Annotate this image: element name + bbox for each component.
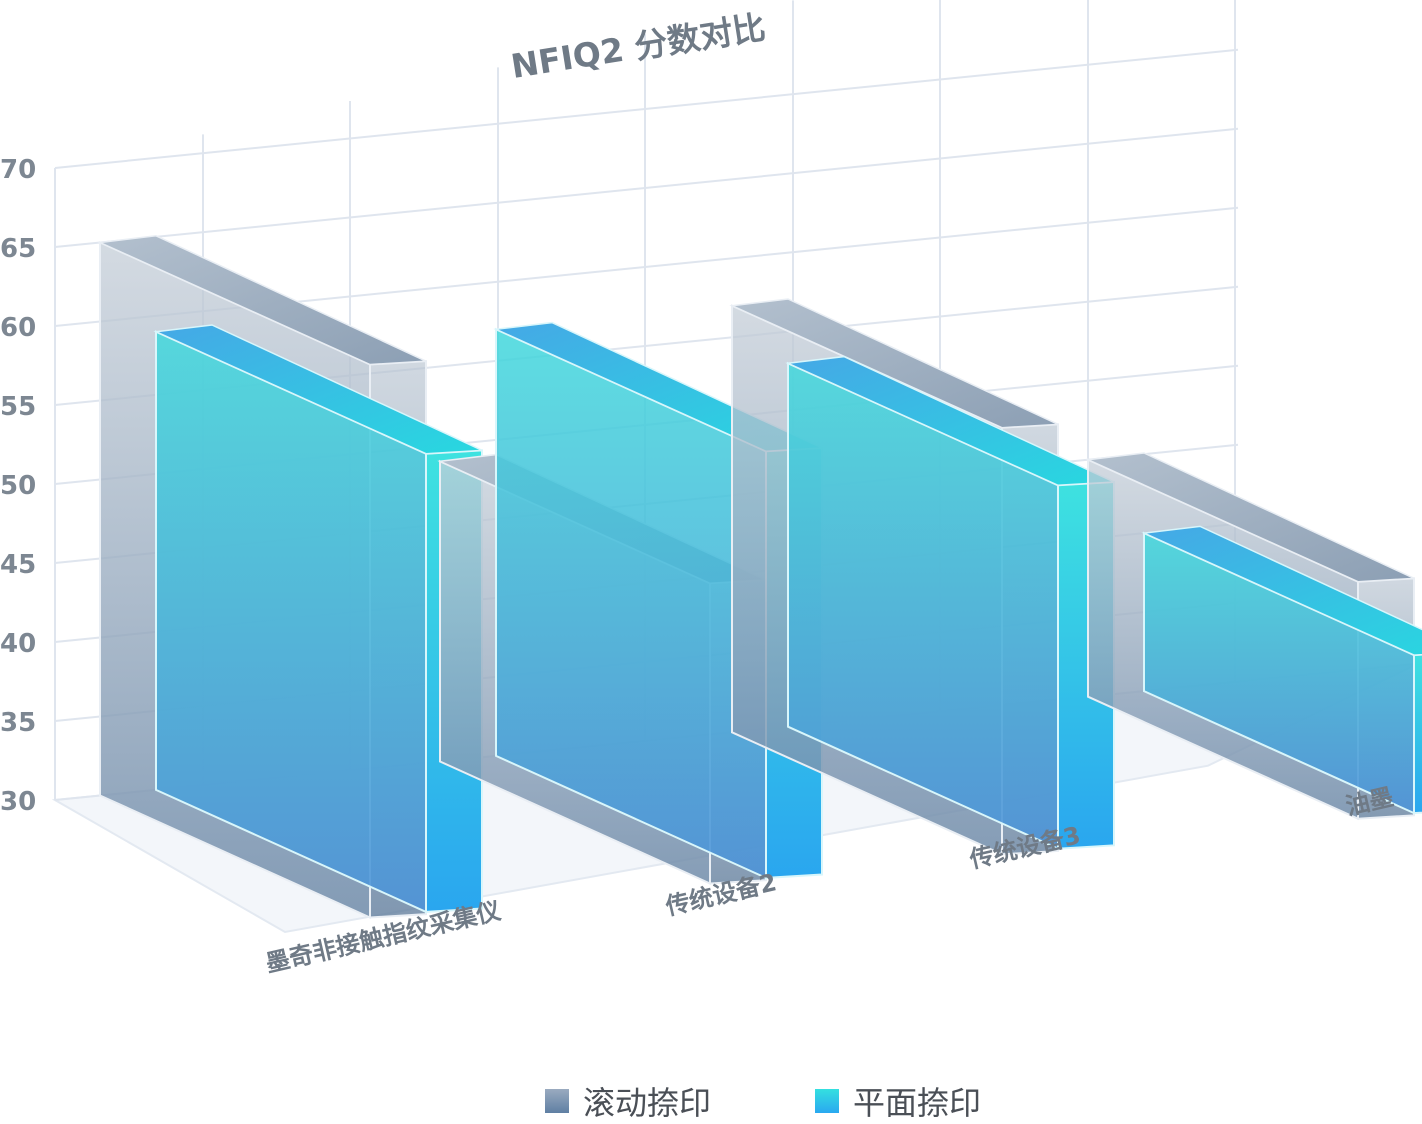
y-tick-label: 45 bbox=[0, 550, 36, 580]
legend-label-rolled: 滚动捺印 bbox=[583, 1084, 712, 1122]
legend-label-flat: 平面捺印 bbox=[853, 1084, 982, 1122]
bar-face-top bbox=[1085, 452, 1415, 583]
bar-face-top bbox=[97, 235, 427, 366]
chart-title: NFIQ2 分数对比 bbox=[508, 7, 768, 86]
bar-flat-3[interactable] bbox=[1141, 525, 1422, 815]
y-tick-label: 30 bbox=[0, 787, 36, 817]
legend-item-rolled[interactable]: 滚动捺印 bbox=[545, 1078, 711, 1124]
legend: 滚动捺印 平面捺印 bbox=[0, 1078, 1422, 1122]
y-tick-label: 55 bbox=[0, 392, 36, 422]
y-tick-label: 40 bbox=[0, 629, 36, 659]
gridline-h bbox=[54, 127, 1239, 248]
y-tick-label: 65 bbox=[0, 234, 36, 264]
y-tick-label: 35 bbox=[0, 708, 36, 738]
bars bbox=[97, 235, 1422, 920]
y-tick-label: 60 bbox=[0, 313, 36, 343]
bar-face-top bbox=[1141, 525, 1422, 656]
y-tick-label: 50 bbox=[0, 471, 36, 501]
bar-face-side bbox=[1413, 653, 1422, 815]
bar-face-top bbox=[729, 298, 1059, 429]
y-tick-label: 70 bbox=[0, 155, 36, 185]
legend-item-flat[interactable]: 平面捺印 bbox=[815, 1078, 981, 1124]
bar-face-top bbox=[153, 324, 483, 455]
legend-swatch-flat bbox=[815, 1089, 839, 1113]
legend-swatch-rolled bbox=[545, 1089, 569, 1113]
gridline-h bbox=[54, 48, 1239, 169]
y-tick-labels: 30 35 40 45 50 55 60 65 70 bbox=[0, 155, 36, 817]
